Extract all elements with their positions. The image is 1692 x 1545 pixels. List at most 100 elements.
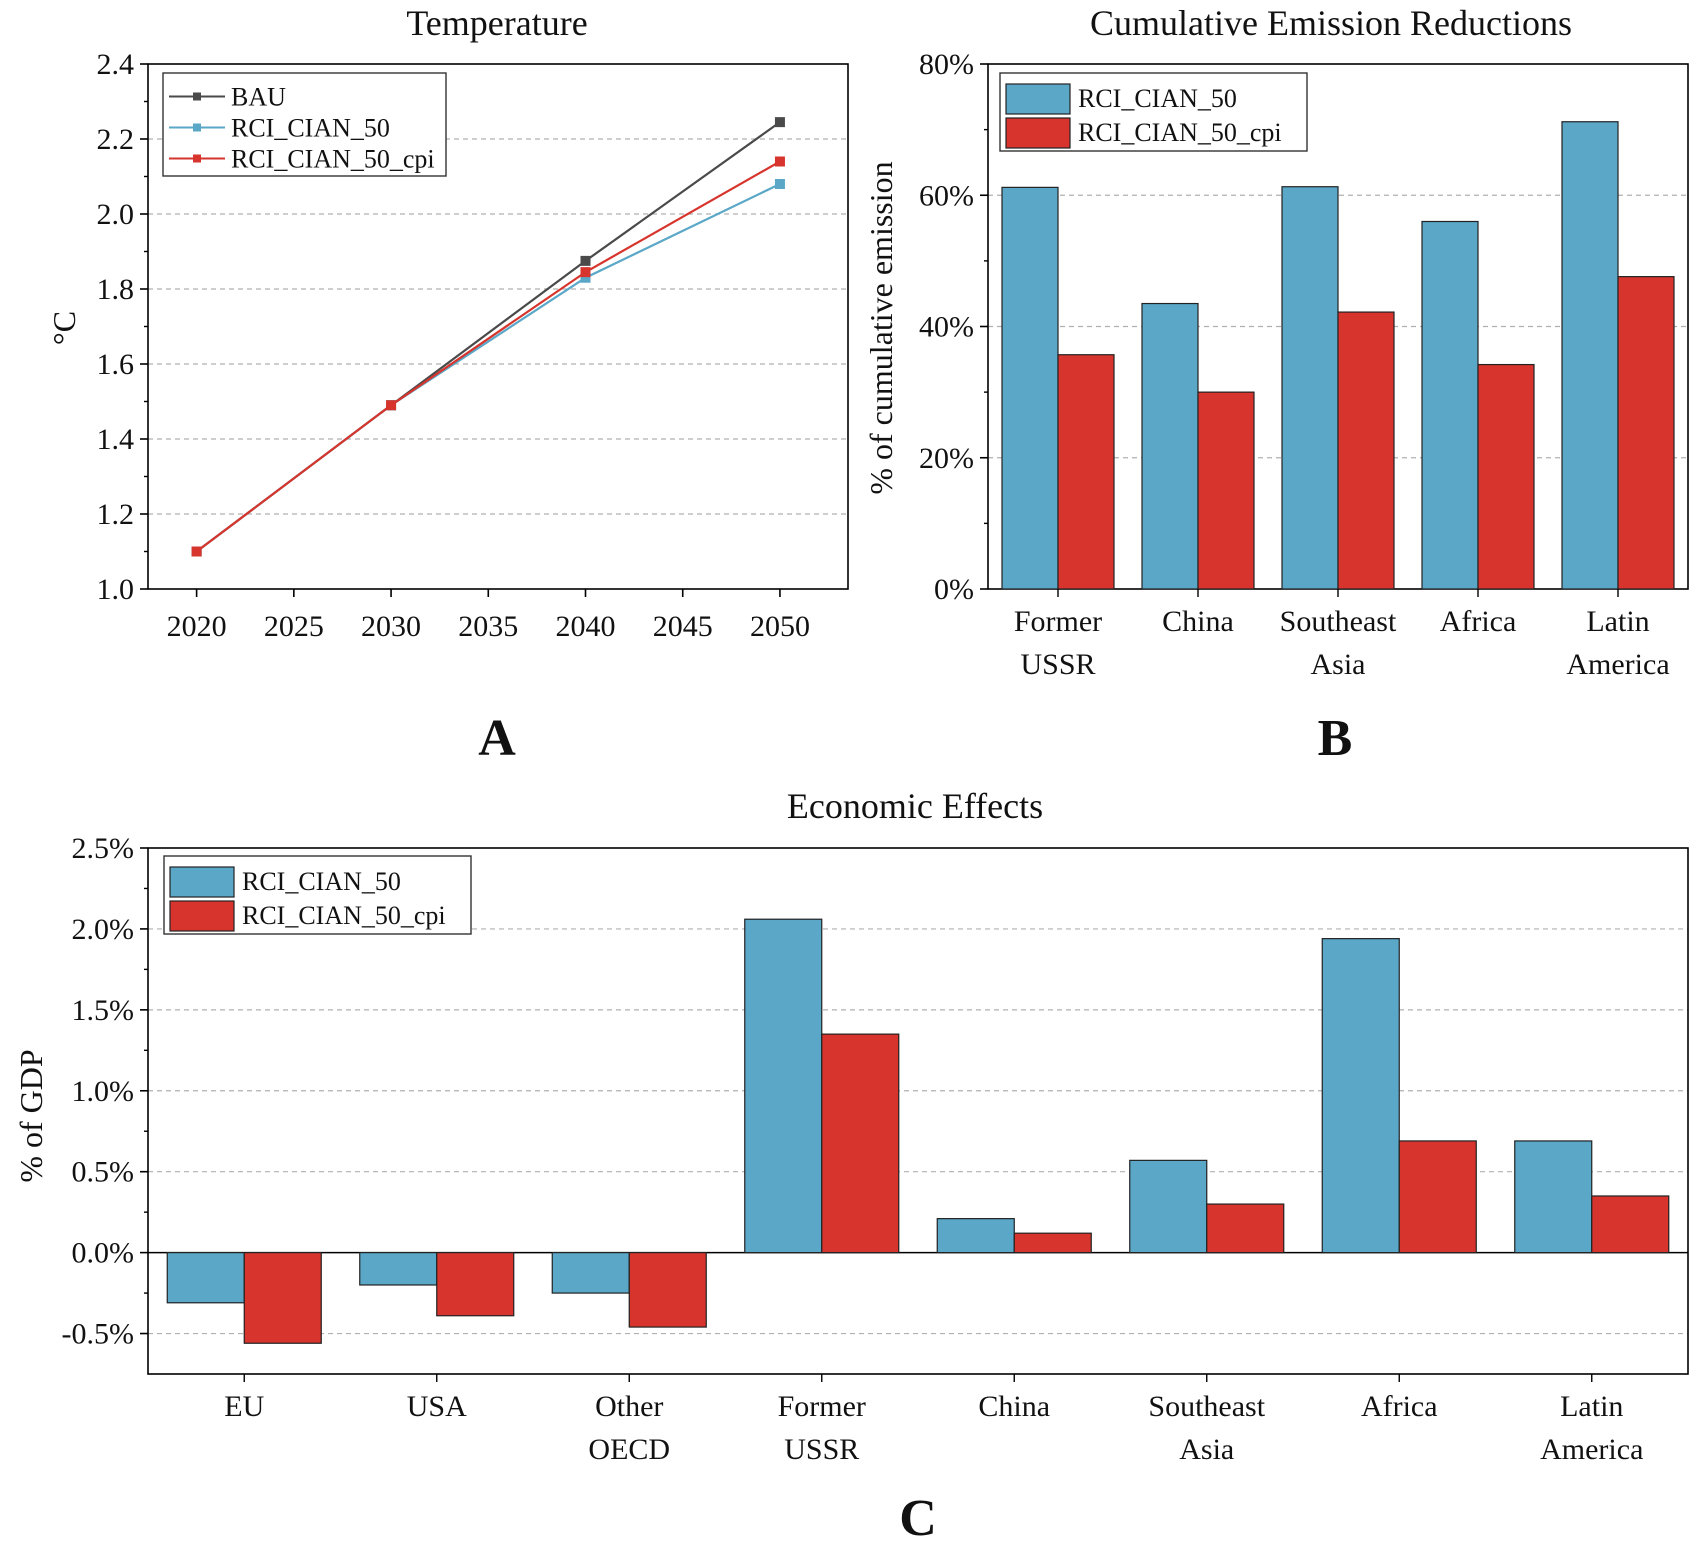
- temperature-xtick-label: 2025: [264, 610, 324, 643]
- emissions-category-label: China: [1162, 605, 1234, 638]
- economic-legend-label: RCI_CIAN_50: [242, 867, 401, 896]
- temperature-point: [191, 546, 202, 557]
- emissions-bar: [1561, 121, 1619, 590]
- emissions-bar: [1197, 391, 1255, 590]
- emissions-bar: [1477, 363, 1535, 590]
- economic-bar: [1206, 1203, 1285, 1254]
- economic-ytick-label: 1.5%: [72, 994, 135, 1027]
- emissions-legend-label: RCI_CIAN_50_cpi: [1078, 118, 1282, 147]
- economic-bar: [1398, 1140, 1477, 1254]
- temperature-xtick-label: 2045: [653, 610, 713, 643]
- emissions-ytick-label: 80%: [919, 48, 974, 81]
- temperature-ylabel: °C: [46, 311, 82, 345]
- economic-legend-swatch: [169, 900, 235, 932]
- temperature-xtick-label: 2040: [556, 610, 616, 643]
- economic-category-label: Southeast Asia: [1148, 1390, 1265, 1466]
- economic-bar: [359, 1252, 438, 1286]
- emissions-bar: [1001, 186, 1059, 590]
- temperature-point: [386, 400, 397, 411]
- emissions-title: Cumulative Emission Reductions: [1090, 3, 1572, 43]
- temperature-legend-marker: [193, 123, 201, 132]
- economic-legend-swatch: [169, 866, 235, 898]
- emissions-bar: [1421, 220, 1479, 590]
- emissions-ytick-label: 60%: [919, 179, 974, 212]
- economic-bar: [166, 1252, 245, 1304]
- temperature-series-line: [195, 160, 781, 553]
- emissions-bar: [1337, 311, 1395, 590]
- economic-ytick-label: 0.0%: [72, 1237, 135, 1270]
- economic-category-label: Former USSR: [778, 1390, 866, 1466]
- temperature-point: [774, 117, 785, 128]
- panel-label-c: C: [899, 1490, 937, 1545]
- temperature-point: [774, 179, 785, 189]
- temperature-point: [580, 272, 591, 283]
- emissions-bar: [1057, 354, 1115, 590]
- panel-label-a: A: [478, 710, 516, 767]
- temperature-point: [774, 156, 785, 167]
- temperature-point: [580, 267, 591, 278]
- temperature-ytick-label: 2.2: [97, 123, 135, 156]
- economic-category-label: EU: [224, 1390, 264, 1423]
- economic-bar: [551, 1252, 630, 1294]
- temperature-legend-marker: [193, 92, 201, 101]
- economic-bar: [436, 1252, 515, 1317]
- economic-bar: [821, 1033, 900, 1254]
- economic-bar: [1321, 938, 1400, 1254]
- temperature-ytick-label: 1.8: [97, 273, 135, 306]
- economic-frame: [147, 847, 1689, 1375]
- temperature-ytick-label: 1.0: [97, 573, 135, 606]
- temperature-xtick-label: 2020: [167, 610, 227, 643]
- economic-ytick-label: -0.5%: [62, 1318, 134, 1351]
- temperature-legend-marker: [193, 154, 201, 163]
- economic-category-label: China: [978, 1390, 1050, 1423]
- temperature-ytick-label: 1.6: [97, 348, 135, 381]
- economic-bar: [936, 1218, 1015, 1254]
- economic-category-label: Africa: [1361, 1390, 1438, 1423]
- economic-bar: [243, 1252, 322, 1344]
- temperature-legend-label: RCI_CIAN_50: [231, 114, 390, 143]
- temperature-ytick-label: 2.0: [97, 198, 135, 231]
- emissions-bar: [1617, 276, 1675, 590]
- economic-bar: [1591, 1195, 1670, 1254]
- economic-ytick-label: 2.5%: [72, 832, 135, 865]
- emissions-bar: [1281, 186, 1339, 590]
- economic-ylabel: % of GDP: [13, 1049, 49, 1182]
- economic-bar: [1013, 1232, 1092, 1254]
- temperature-ytick-label: 1.2: [97, 498, 135, 531]
- emissions-legend-swatch: [1005, 117, 1071, 149]
- temperature-title: Temperature: [406, 3, 587, 43]
- economic-bar: [1129, 1159, 1208, 1254]
- emissions-category-label: Southeast Asia: [1280, 605, 1397, 681]
- emissions-ytick-label: 20%: [919, 442, 974, 475]
- economic-bar: [744, 918, 823, 1254]
- economic-category-label: USA: [407, 1390, 467, 1423]
- temperature-point: [580, 255, 591, 266]
- emissions-legend-label: RCI_CIAN_50: [1078, 84, 1237, 113]
- temperature-legend-label: RCI_CIAN_50_cpi: [231, 145, 435, 174]
- economic-legend-label: RCI_CIAN_50_cpi: [242, 901, 446, 930]
- economic-ytick-label: 2.0%: [72, 913, 135, 946]
- emissions-category-label: Latin America: [1566, 605, 1669, 681]
- temperature-xtick-label: 2030: [361, 610, 421, 643]
- emissions-ytick-label: 0%: [934, 573, 974, 606]
- emissions-category-label: Former USSR: [1014, 605, 1102, 681]
- emissions-legend-swatch: [1005, 83, 1071, 115]
- emissions-ytick-label: 40%: [919, 311, 974, 344]
- temperature-chart: Temperature °C 1.0 1.2 1.4 1.6 1.8 2.0 2.2 2.4 2…: [46, 3, 849, 643]
- economic-category-label: Latin America: [1540, 1390, 1643, 1466]
- emissions-chart: Cumulative Emission Reductions % of cumu…: [863, 3, 1689, 681]
- emissions-bar: [1141, 302, 1199, 590]
- economic-bar: [1514, 1140, 1593, 1254]
- temperature-ytick-label: 1.4: [97, 423, 135, 456]
- emissions-ylabel: % of cumulative emission: [863, 161, 899, 494]
- economic-bar: [628, 1252, 707, 1328]
- economic-ytick-label: 1.0%: [72, 1075, 135, 1108]
- emissions-category-label: Africa: [1440, 605, 1517, 638]
- panel-label-b: B: [1318, 710, 1353, 767]
- temperature-xtick-label: 2050: [750, 610, 810, 643]
- temperature-legend-label: BAU: [231, 83, 286, 112]
- temperature-xtick-label: 2035: [458, 610, 518, 643]
- economic-ytick-label: 0.5%: [72, 1156, 135, 1189]
- economic-category-label: Other OECD: [588, 1390, 670, 1466]
